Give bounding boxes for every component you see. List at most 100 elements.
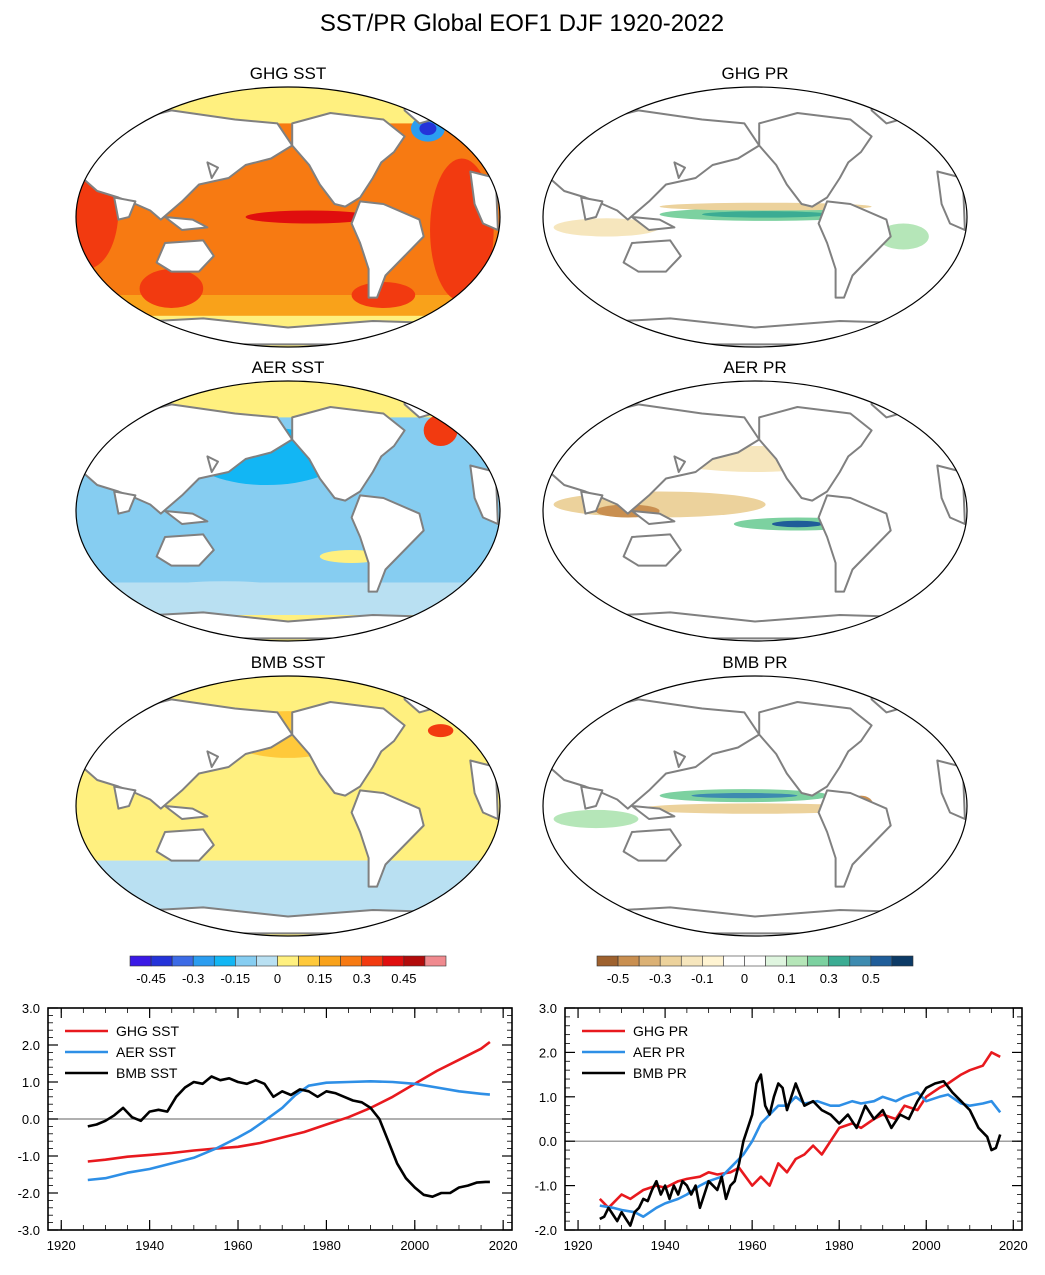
land-japan: [673, 750, 686, 768]
map-panels: GHG SST GHG PR AER SST AER PR BMB SST BMB PR: [75, 64, 968, 937]
colorbar-label: -0.1: [691, 971, 713, 986]
legend-label: GHG PR: [633, 1023, 688, 1039]
legend-label: BMB PR: [633, 1065, 687, 1081]
x-tick-label: 2020: [489, 1238, 518, 1253]
colorbar-label: 0.15: [307, 971, 332, 986]
colorbar-swatch: [744, 955, 766, 967]
x-tick-label: 1980: [825, 1238, 854, 1253]
sst-cold-spot: [419, 122, 437, 136]
land-namerica: [758, 406, 873, 502]
land-eurasia: [548, 109, 761, 221]
continents: [81, 92, 499, 346]
map-boundary: [75, 380, 501, 642]
land-australia: [622, 828, 682, 862]
land-eurasia: [548, 403, 761, 515]
colorbar-swatch: [256, 955, 278, 967]
colorbar-swatch: [849, 955, 872, 967]
map-boundary: [542, 380, 968, 642]
land-india: [113, 490, 137, 515]
land-indonesia: [164, 216, 209, 231]
colorbar-label: 0.3: [820, 971, 838, 986]
land-namerica: [758, 112, 873, 208]
sst-light-south: [150, 581, 299, 602]
land-india: [113, 196, 137, 221]
colorbar-swatch: [424, 955, 447, 967]
y-tick-label: 2.0: [539, 1045, 557, 1060]
map-title: BMB PR: [722, 653, 787, 672]
map-boundary: [75, 675, 501, 937]
figure-title: SST/PR Global EOF1 DJF 1920-2022: [320, 10, 724, 37]
map-boundary: [542, 86, 968, 348]
colorbar-swatch: [213, 955, 236, 967]
land-india: [113, 785, 137, 810]
map-title: GHG PR: [721, 64, 788, 83]
colorbar-swatch: [723, 955, 745, 967]
land-india: [580, 785, 604, 810]
colorbar-label: -0.3: [649, 971, 671, 986]
colorbar-swatch: [617, 955, 640, 967]
colorbar-label: 0.1: [778, 971, 796, 986]
land-samerica: [817, 494, 892, 593]
land-samerica: [350, 200, 425, 299]
map-panel-bmb-pr: BMB PR: [542, 653, 968, 937]
y-tick-label: 1.0: [539, 1090, 557, 1105]
land-eurasia: [81, 698, 294, 810]
x-tick-label: 1960: [738, 1238, 767, 1253]
pr-wet-core: [691, 793, 798, 799]
series-line-bmb: [87, 1075, 490, 1198]
map-field: [543, 676, 967, 936]
y-tick-label: 0.0: [22, 1112, 40, 1127]
map-panel-aer-pr: AER PR: [542, 358, 968, 642]
pr-wet-atlantic: [877, 223, 929, 250]
x-tick-label: 1920: [47, 1238, 76, 1253]
land-indonesia: [631, 805, 676, 820]
land-indonesia: [631, 510, 676, 525]
colorbar-swatch: [870, 955, 893, 967]
colorbar-swatch: [150, 955, 173, 967]
colorbar-swatch: [403, 955, 426, 967]
colorbar-swatch: [891, 955, 914, 967]
map-boundary: [75, 86, 501, 348]
colorbar-swatch: [171, 955, 194, 967]
x-tick-label: 1940: [651, 1238, 680, 1253]
colorbar-label: -0.3: [182, 971, 204, 986]
land-namerica: [291, 406, 406, 502]
sst-warm-south: [351, 282, 416, 308]
y-tick-label: -2.0: [18, 1186, 40, 1201]
colorbar-swatch: [807, 955, 830, 967]
legend-label: GHG SST: [116, 1023, 179, 1039]
land-indonesia: [164, 510, 209, 525]
x-tick-label: 2020: [999, 1238, 1028, 1253]
pr-wet-core: [771, 520, 823, 528]
colorbar-label: -0.5: [607, 971, 629, 986]
colorbar-swatch: [382, 955, 405, 967]
y-tick-label: -1.0: [535, 1179, 557, 1194]
pr-colorbar: -0.5 -0.3 -0.1 0 0.1 0.3 0.5: [596, 955, 914, 986]
land-australia: [622, 533, 682, 567]
x-tick-label: 2000: [912, 1238, 941, 1253]
land-eurasia: [81, 403, 294, 515]
map-title: AER SST: [252, 358, 325, 377]
legend: GHG PR AER PR BMB PR: [582, 1023, 688, 1081]
series-line-ghg: [598, 1051, 1001, 1210]
plot-frame: [564, 1007, 1023, 1231]
colorbar-swatch: [702, 955, 724, 967]
land-india: [580, 490, 604, 515]
land-indonesia: [631, 216, 676, 231]
land-namerica: [291, 701, 406, 797]
y-tick-label: 1.0: [22, 1075, 40, 1090]
colorbar-swatch: [680, 955, 703, 967]
pr-wet-core: [702, 211, 830, 218]
land-japan: [206, 455, 219, 473]
land-australia: [155, 239, 215, 273]
colorbar-label: 0.45: [391, 971, 416, 986]
land-namerica: [291, 112, 406, 208]
colorbar-swatch: [129, 955, 152, 967]
land-japan: [673, 161, 686, 179]
sst-fill-arctic: [76, 87, 500, 124]
x-tick-label: 1960: [224, 1238, 253, 1253]
continents: [81, 386, 499, 640]
y-tick-label: -3.0: [18, 1223, 40, 1238]
map-panel-ghg-sst: GHG SST: [75, 64, 501, 348]
